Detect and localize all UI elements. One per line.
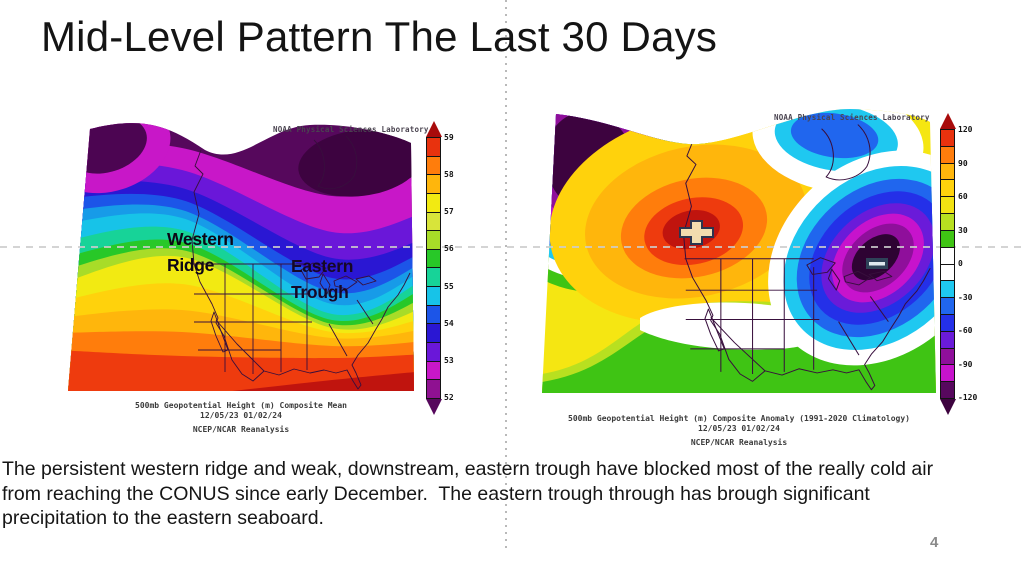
colorbar-tick-label: 30 (958, 225, 968, 235)
anomaly-map-caption: 500mb Geopotential Height (m) Composite … (542, 414, 936, 448)
colorbar-tick-label: 0 (958, 259, 963, 269)
colorbar-cell (427, 360, 440, 380)
colorbar-cell (941, 263, 954, 281)
slide-guide-vertical (505, 0, 507, 552)
colorbar-arrow-down (426, 399, 442, 415)
colorbar-cell (427, 192, 440, 212)
colorbar-tick-label: -120 (958, 393, 978, 403)
colorbar-cell (427, 230, 440, 249)
colorbar-tick-label: 90 (958, 158, 968, 168)
colorbar-cell (941, 364, 954, 382)
map-caption-line3: NCEP/NCAR Reanalysis (192, 425, 290, 434)
colorbar-tick-label: -30 (958, 292, 973, 302)
anomaly-map-colorbar: 120 90 60 30 0 -30 -60 -90 -120 (940, 113, 977, 415)
colorbar-arrow-down (940, 399, 956, 415)
map-caption-line1: 500mb Geopotential Height (m) Composite … (135, 401, 347, 410)
mean-map-northeast-low (298, 129, 414, 197)
mean-map-contour-bands (68, 140, 414, 391)
colorbar-tick-label: 54 (444, 318, 454, 328)
colorbar-cell (941, 381, 954, 398)
colorbar-cell (941, 330, 954, 348)
colorbar-tick-label: 55 (444, 281, 454, 291)
colorbar-cell (941, 297, 954, 314)
map-caption-line1: 500mb Geopotential Height (m) Composite … (568, 414, 910, 423)
colorbar-cell (427, 211, 440, 231)
trough-annotation: Eastern Trough (291, 256, 354, 302)
map-caption-line3: NCEP/NCAR Reanalysis (690, 438, 788, 447)
slide-title: Mid-Level Pattern The Last 30 Days (41, 13, 718, 60)
colorbar-cell (941, 179, 954, 197)
colorbar-cell (941, 246, 954, 264)
colorbar-arrow-up (940, 113, 956, 129)
colorbar-cell (941, 313, 954, 331)
colorbar-cell (427, 304, 440, 324)
colorbar-cell (427, 155, 440, 175)
slide-guide-horizontal (0, 246, 1024, 248)
body-text: The persistent western ridge and weak, d… (2, 458, 939, 529)
noaa-credit-left: NOAA Physical Sciences Laboratory (273, 125, 429, 134)
colorbar-cell (941, 145, 954, 163)
colorbar-cell (427, 267, 440, 287)
colorbar-tick-label: -90 (958, 359, 973, 369)
colorbar-cell (427, 379, 440, 398)
anomaly-map-canvas (542, 109, 936, 393)
colorbar-arrow-up (426, 121, 442, 137)
mean-map-colorbar: 59 58 57 56 55 54 53 52 (426, 121, 454, 415)
colorbar-tick-label: 59 (444, 133, 454, 143)
colorbar-cell (941, 229, 954, 247)
colorbar-cell (427, 286, 440, 305)
colorbar-cell (941, 213, 954, 230)
page-number: 4 (930, 534, 939, 551)
colorbar-cell (941, 162, 954, 180)
colorbar-cell (427, 323, 440, 343)
colorbar-scale: 120 90 60 30 0 -30 -60 -90 -120 (940, 125, 977, 402)
colorbar-cell (427, 248, 440, 268)
map-caption-line2: 12/05/23 01/02/24 (698, 423, 780, 433)
colorbar-tick-label: 60 (958, 192, 968, 202)
colorbar-tick-label: -60 (958, 326, 973, 336)
colorbar-tick-label: 53 (444, 355, 454, 365)
negative-anomaly-minus-icon (866, 258, 888, 269)
colorbar-tick-label: 58 (444, 170, 454, 180)
ridge-annotation: Western Ridge (167, 229, 234, 275)
mean-map-caption: 500mb Geopotential Height (m) Composite … (67, 401, 415, 435)
positive-anomaly-plus-icon (679, 220, 714, 245)
ring (790, 112, 879, 159)
colorbar-cell (941, 196, 954, 214)
colorbar-tick-label: 52 (444, 393, 454, 403)
noaa-credit-right: NOAA Physical Sciences Laboratory (774, 113, 930, 122)
colorbar-cell (941, 130, 954, 146)
mean-map-canvas (68, 123, 414, 391)
map-caption-line2: 12/05/23 01/02/24 (200, 410, 282, 420)
colorbar-tick-label: 120 (958, 125, 973, 135)
colorbar-tick-label: 57 (444, 207, 454, 217)
colorbar-cell (427, 138, 440, 156)
colorbar-scale: 59 58 57 56 55 54 53 52 (426, 133, 454, 402)
colorbar-cell (427, 174, 440, 193)
colorbar-cell (941, 280, 954, 298)
minus-bar (869, 262, 885, 266)
colorbar-cell (427, 342, 440, 361)
colorbar-cell (941, 347, 954, 365)
colorbar-tick-label: 56 (444, 244, 454, 254)
